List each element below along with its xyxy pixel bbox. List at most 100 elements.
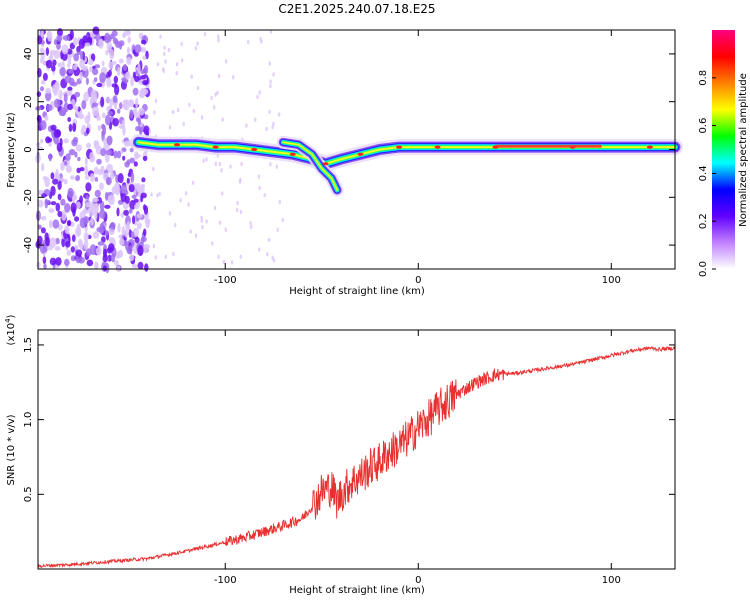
spectrogram-noise-blob [189,229,192,234]
spectrogram-noise-blob [41,163,45,172]
spectrogram-noise-blob [63,102,69,113]
spectrogram-noise-blob [64,161,68,166]
spectrogram-noise-blob [95,247,102,256]
spectrogram-noise-blob [137,63,141,74]
spectrogram-noise-blob [113,75,119,84]
spectrogram-noise-blob [64,203,71,213]
spectrogram-noise-blob [69,29,74,40]
spectrogram-noise-blob [129,200,136,210]
spectrogram-noise-blob [129,208,133,214]
spectrogram-noise-blob [134,204,140,210]
spectrogram-noise-blob [70,81,78,87]
spectrogram-noise-blob [268,109,271,115]
spectrogram-noise-blob [57,181,62,190]
spectrogram-noise-blob [84,42,91,47]
spectrogram-noise-blob [99,72,106,83]
spectrogram-noise-blob [46,104,53,112]
spectrogram-noise-blob [64,224,70,234]
spectrogram-noise-blob [120,184,128,194]
spectrogram-noise-blob [239,177,242,183]
spectrogram-noise-blob [73,37,78,46]
spectrogram-noise-blob [137,117,141,126]
spectrogram-noise-blob [269,79,272,84]
spectrogram-noise-blob [239,254,242,259]
spectrogram-noise-blob [39,47,44,53]
spectrogram-noise-blob [172,109,175,115]
spectrogram-noise-blob [72,64,78,71]
spectrogram-noise-blob [230,260,234,265]
spectrogram-noise-blob [124,140,130,147]
spectrogram-noise-blob [102,265,107,272]
spectrogram-noise-blob [67,220,72,226]
spectrogram-y-tick-label: 20 [23,95,34,108]
spectrogram-noise-blob [205,157,208,162]
spectrogram-noise-blob [120,212,124,219]
spectrogram-noise-blob [92,68,99,76]
spectrogram-noise-blob [140,75,147,80]
spectrogram-noise-blob [281,217,284,223]
spectrogram-noise-blob [142,155,148,162]
spectrogram-noise-blob [122,103,128,109]
figure-title: C2E1.2025.240.07.18.E25 [278,2,435,16]
spectrogram-noise-blob [117,249,124,258]
spectrogram-noise-blob [150,192,153,197]
colorbar-tick-label: 0.4 [698,165,709,181]
spectrogram-noise-blob [99,200,105,212]
spectrogram-noise-blob [182,122,185,127]
spectrogram-noise-blob [194,233,198,238]
spectrogram-noise-blob [122,32,127,39]
spectrogram-noise-blob [269,162,272,167]
spectrogram-noise-blob [76,45,81,53]
spectrogram-noise-blob [143,125,150,136]
spectrogram-noise-blob [247,40,250,45]
spectrogram-noise-blob [116,207,120,217]
spectrogram-noise-blob [49,49,56,56]
spectrogram-noise-blob [67,103,73,111]
spectrogram-noise-blob [68,69,74,74]
snr-y-tick-label: 1.0 [23,412,34,428]
spectrogram-noise-blob [138,107,145,116]
spectrogram-noise-blob [36,91,42,97]
spectrogram-noise-blob [123,64,127,71]
spectrogram-noise-blob [84,175,90,180]
spectrogram-noise-blob [105,49,109,56]
spectrogram-noise-blob [37,35,42,45]
spectrogram-noise-blob [179,198,182,203]
spectrogram-noise-blob [78,38,86,49]
spectrogram-noise-blob [245,123,248,128]
spectrogram-noise-blob [61,44,69,55]
spectrogram-noise-blob [45,47,50,56]
spectrogram-noise-blob [190,74,193,79]
spectrogram-noise-blob [222,259,225,265]
spectrogram-noise-blob [111,83,118,88]
spectrogram-noise-blob [117,108,121,114]
spectrogram-noise-blob [52,84,56,94]
spectrogram-noise-blob [42,256,47,265]
spectrogram-noise-blob [133,198,139,203]
spectrogram-noise-blob [81,124,87,133]
spectrogram-noise-blob [73,106,79,111]
spectrogram-noise-blob [45,59,53,69]
spectrogram-noise-blob [40,216,47,221]
spectrogram-noise-blob [119,42,123,50]
spectrogram-noise-blob [107,110,113,116]
spectrogram-noise-blob [109,171,115,180]
spectrogram-noise-blob [92,26,100,35]
spectrogram-noise-blob [96,82,103,88]
spectrogram-noise-blob [74,91,81,98]
spectrogram-noise-blob [181,58,184,63]
spectrogram-noise-blob [175,62,179,67]
spectrogram-noise-blob [132,227,139,238]
spectrogram-noise-blob [92,105,99,117]
spectrogram-noise-blob [104,32,111,44]
snr-y-tick-label: 1.5 [23,337,34,353]
spectrogram-noise-blob [83,216,89,225]
spectrogram-noise-blob [211,241,214,246]
spectrogram-noise-blob [132,87,139,96]
spectrogram-noise-blob [94,64,101,69]
spectrogram-noise-blob [106,163,114,174]
spectrogram-noise-blob [128,100,135,107]
spectrogram-noise-blob [76,224,81,235]
spectrogram-noise-blob [129,254,135,262]
spectrogram-noise-blob [224,227,227,232]
